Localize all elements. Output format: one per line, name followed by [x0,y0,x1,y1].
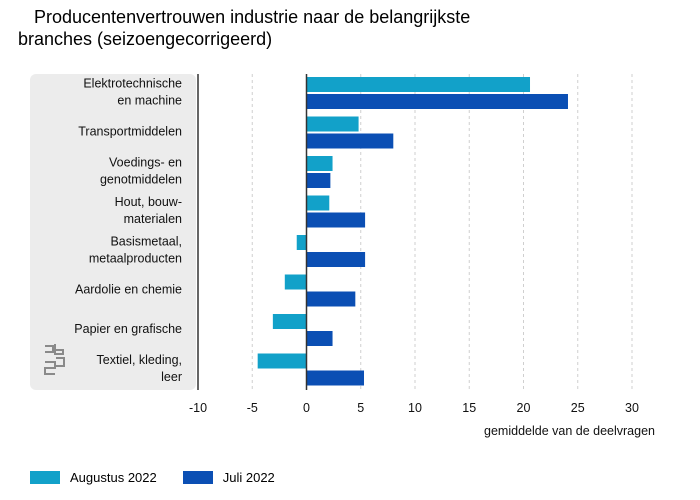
bar-augustus-0 [306,77,531,92]
chart-title-line-1: Producentenvertrouwen industrie naar de … [34,7,471,27]
legend-label-augustus: Augustus 2022 [70,469,157,485]
legend-swatch-juli [182,470,213,484]
x-tick-label-6: 20 [517,401,531,415]
x-tick-label-1: -5 [247,401,258,415]
legend-item-juli: Juli 2022 [182,469,275,485]
x-tick-label-8: 30 [625,401,639,415]
cbs-logo-stroke-0 [45,345,54,353]
bar-juli-3 [306,212,366,228]
category-label-0-1: en machine [117,93,182,107]
cbs-logo-stroke-2 [44,361,56,375]
bar-augustus-6 [272,314,307,329]
bar-juli-4 [306,252,366,267]
x-tick-label-0: -10 [189,401,207,415]
bar-augustus-4 [296,235,307,250]
bar-juli-6 [306,331,333,346]
legend-swatch-augustus [30,470,60,484]
x-tick-label-4: 10 [408,401,422,415]
bar-juli-2 [306,173,331,188]
category-label-5-0: Aardolie en chemie [75,282,182,296]
legend-item-augustus: Augustus 2022 [30,470,157,485]
category-label-2-1: genotmiddelen [100,172,182,186]
bar-augustus-5 [284,274,307,290]
cbs-logo-stroke-1 [54,344,64,355]
cbs-logo-stroke-3 [56,357,65,367]
category-label-6-0: Papier en grafische [74,322,182,336]
category-label-7-0: Textiel, kleding, [97,353,182,367]
category-label-0-0: Elektrotechnische [83,76,182,90]
category-label-4-1: metaalproducten [89,251,182,265]
bar-juli-5 [306,291,356,307]
x-tick-label-3: 5 [357,401,364,415]
chart-title-line-2: branches (seizoengecorrigeerd) [18,29,273,49]
x-tick-label-7: 25 [571,401,585,415]
category-label-2-0: Voedings- en [109,155,182,169]
x-tick-label-2: 0 [303,401,310,415]
category-label-1-0: Transportmiddelen [78,124,182,138]
x-tick-label-5: 15 [462,401,476,415]
x-axis-label: gemiddelde van de deelvragen [484,424,655,438]
category-label-4-0: Basismetaal, [110,234,182,248]
category-panel [30,74,196,390]
bar-juli-1 [306,133,394,149]
legend: Augustus 2022 Juli 2022 [30,466,301,488]
bar-juli-0 [306,94,568,109]
bar-augustus-7 [257,353,307,369]
bar-augustus-2 [306,156,333,171]
bar-augustus-1 [306,116,359,132]
chart-title: Producentenvertrouwen industrie naar de … [18,6,578,50]
category-label-3-1: materialen [124,212,182,226]
category-label-7-1: leer [161,370,182,384]
bar-juli-7 [306,370,365,386]
legend-label-juli: Juli 2022 [222,469,275,485]
category-label-3-0: Hout, bouw- [115,195,182,209]
cbs-logo-icon [44,344,65,375]
bar-augustus-3 [306,195,330,211]
